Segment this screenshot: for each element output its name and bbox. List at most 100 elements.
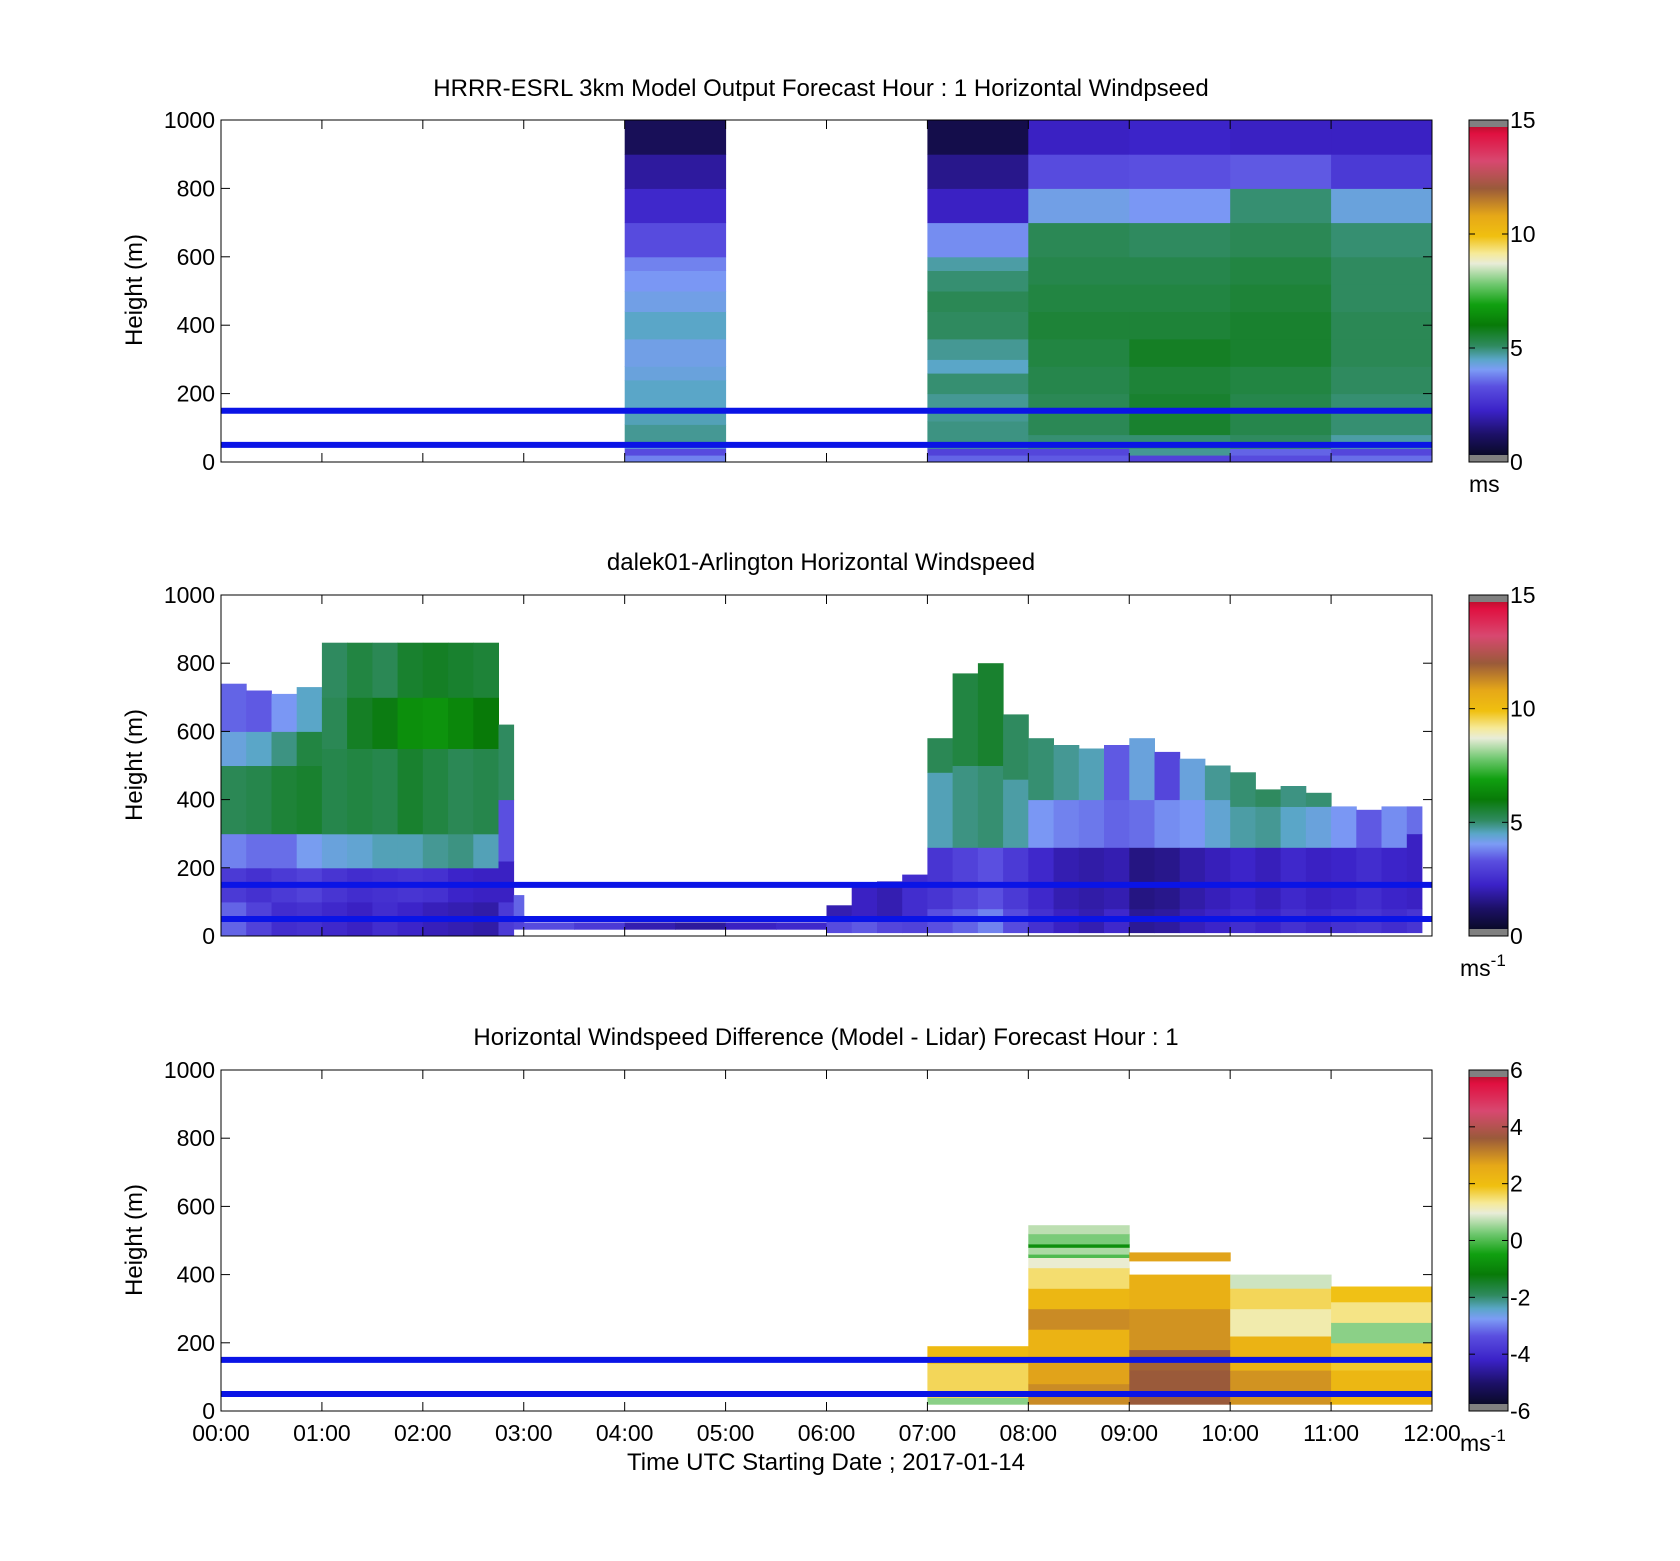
heatmap-cell — [624, 366, 727, 381]
x-ticks — [220, 120, 1433, 462]
heatmap-cell — [372, 748, 399, 835]
heatmap-cell — [977, 847, 1004, 910]
heatmap-cell — [1028, 1233, 1130, 1245]
colorbar-unit: ms — [1469, 471, 1500, 497]
heatmap-cell — [513, 895, 525, 917]
y-tick-label: 800 — [177, 650, 215, 676]
heatmap-cell — [1331, 1342, 1433, 1371]
y-axis-label: Height (m) — [121, 709, 148, 821]
heatmap-cell — [927, 373, 1029, 395]
x-tick-label: 05:00 — [697, 1420, 755, 1446]
colorbar-tick-label: -4 — [1510, 1341, 1531, 1367]
y-tick-label: 600 — [177, 718, 215, 744]
heatmap-cell — [1078, 847, 1105, 910]
heatmap-cell — [422, 642, 449, 698]
heatmap-cell — [1129, 338, 1231, 367]
heatmap-cell — [1028, 1254, 1130, 1258]
heatmap-cell — [1381, 806, 1408, 848]
heatmap-cell — [624, 256, 727, 271]
heatmap-cell — [1331, 284, 1433, 313]
heatmap-cells — [221, 642, 1423, 937]
x-tick-label: 03:00 — [495, 1420, 553, 1446]
heatmap-cell — [321, 697, 348, 749]
heatmap-cell — [1406, 806, 1423, 835]
heatmap-cell — [1129, 222, 1231, 258]
heatmap-cell — [1129, 393, 1231, 436]
heatmap-cell — [1230, 222, 1332, 258]
lidar-windspeed-panel: dalek01-Arlington Horizontal Windspeed H… — [121, 549, 1536, 981]
heatmap-cell — [675, 922, 727, 930]
colorbar: 0 5 10 15 ms-1 — [1460, 582, 1536, 981]
heatmap-cell — [1331, 1286, 1433, 1303]
heatmap-cell — [624, 379, 727, 408]
heatmap-cell — [1230, 120, 1332, 155]
heatmap-cell — [927, 270, 1029, 292]
heatmap-cell — [1129, 188, 1231, 224]
heatmap-cell — [1028, 1329, 1130, 1357]
heatmap-cell — [397, 833, 424, 869]
heatmap-cell — [1003, 714, 1029, 780]
heatmap-cell — [1331, 806, 1357, 848]
colorbar: 0 5 10 15 ms — [1468, 107, 1536, 497]
heatmap-cell — [1331, 1301, 1433, 1323]
y-tick-label: 200 — [177, 381, 215, 407]
heatmap-cell — [473, 697, 499, 749]
heatmap-cell — [1104, 847, 1130, 910]
colorbar-unit: ms-1 — [1460, 951, 1506, 981]
heatmap-cell — [1129, 1274, 1231, 1310]
heatmap-cell — [1331, 1370, 1433, 1405]
heatmap-cell — [1129, 284, 1231, 313]
heatmap-cell — [1053, 745, 1080, 801]
heatmap-cell — [1331, 311, 1433, 340]
heatmap-cells — [624, 120, 1433, 463]
heatmap-cell — [725, 922, 777, 930]
heatmap-cell — [1230, 311, 1332, 340]
x-tick-label: 06:00 — [798, 1420, 856, 1446]
heatmap-cell — [1305, 792, 1332, 807]
heatmap-cell — [624, 222, 727, 258]
heatmap-cell — [1028, 847, 1054, 910]
x-tick-label: 00:00 — [192, 1420, 250, 1446]
reference-lines — [221, 407, 1432, 448]
heatmap-cell — [1028, 311, 1130, 340]
heatmap-cell — [221, 683, 247, 732]
x-tick-label: 01:00 — [293, 1420, 351, 1446]
heatmap-cell — [624, 311, 727, 340]
heatmap-cell — [1028, 366, 1130, 395]
colorbar-gradient — [1468, 594, 1509, 937]
heatmap-cell — [498, 724, 515, 801]
heatmap-cell — [448, 833, 474, 869]
colorbar-tick-label: 5 — [1510, 335, 1523, 361]
heatmap-cell — [776, 922, 827, 930]
heatmap-cell — [1078, 748, 1105, 801]
model-windspeed-panel: HRRR-ESRL 3km Model Output Forecast Hour… — [121, 75, 1536, 497]
heatmap-cell — [246, 690, 272, 732]
y-tick-label: 400 — [177, 312, 215, 338]
heatmap-cell — [1028, 738, 1054, 801]
x-tick-label: 12:00 — [1403, 1420, 1461, 1446]
heatmap-cell — [624, 448, 727, 456]
y-tick-label: 200 — [177, 1330, 215, 1356]
y-tick-label: 0 — [202, 1398, 215, 1424]
heatmap-cell — [927, 154, 1029, 189]
heatmap-cell — [927, 120, 1029, 155]
heatmap-cell — [296, 765, 323, 835]
colorbar-tick-label: -6 — [1510, 1398, 1530, 1424]
colorbar-tick-label: 2 — [1510, 1171, 1523, 1197]
x-tick-label: 08:00 — [1000, 1420, 1058, 1446]
y-tick-label: 400 — [177, 1262, 215, 1288]
heatmap-cell — [246, 833, 272, 869]
heatmap-cell — [246, 731, 272, 766]
y-ticks: 0 200 400 600 800 1000 — [164, 1057, 1432, 1424]
heatmap-cell — [977, 663, 1004, 766]
heatmap-cell — [1028, 154, 1130, 189]
colorbar-gradient — [1468, 1069, 1509, 1412]
colorbar-tick-label: 15 — [1510, 582, 1536, 608]
heatmap-cell — [1129, 799, 1155, 848]
y-tick-label: 1000 — [164, 107, 215, 133]
heatmap-cell — [1028, 1257, 1130, 1269]
heatmap-cell — [1104, 745, 1130, 801]
heatmap-cell — [1381, 847, 1408, 910]
heatmap-cell — [1129, 154, 1231, 189]
x-ticks — [220, 595, 1433, 936]
